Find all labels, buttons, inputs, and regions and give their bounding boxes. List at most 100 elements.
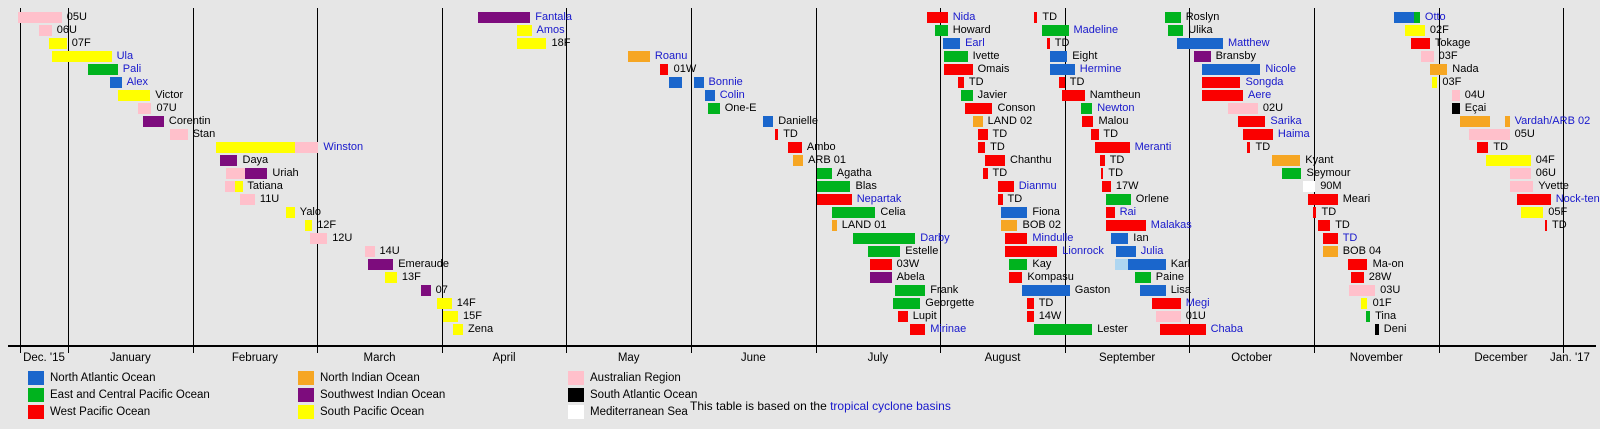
storm-label: Agatha [836,167,872,179]
storm-segment [1413,12,1420,23]
storm-label: TD [1108,167,1124,179]
storm-segment [1081,103,1093,114]
storm-segment [1168,25,1184,36]
storm-segment [1477,142,1489,153]
storm-segment [443,311,458,322]
storm-segment [220,155,238,166]
storm-label[interactable]: Nepartak [856,193,902,205]
storm-label: Seymour [1306,167,1351,179]
month-label: February [231,352,278,364]
storm-segment [304,220,313,231]
storm-label[interactable]: Julia [1140,245,1164,257]
tropical-cyclone-basins-link[interactable]: tropical cyclone basins [830,399,951,413]
storm-label[interactable]: Aere [1248,89,1272,101]
storm-label[interactable]: Alex [126,76,148,88]
storm-segment [235,181,243,192]
legend-label: West Pacific Ocean [50,406,151,418]
storm-label[interactable]: Dianmu [1018,180,1057,192]
storm-label[interactable]: Madeline [1073,24,1119,36]
storm-label[interactable]: Otto [1424,11,1446,23]
legend-swatch-epac [28,388,44,402]
storm-segment [853,233,916,244]
month-gridline [441,8,443,346]
storm-segment [1238,116,1266,127]
storm-label[interactable]: Malakas [1150,219,1192,231]
storm-label: 06U [56,24,77,36]
storm-label[interactable]: Mindulle [1032,232,1074,244]
storm-label: Emeraude [398,258,449,270]
storm-segment [985,155,1005,166]
storm-segment [39,25,52,36]
storm-label[interactable]: Pali [122,63,142,75]
storm-segment [943,51,968,62]
storm-segment [1047,38,1050,49]
storm-label[interactable]: Mirinae [930,323,967,335]
storm-segment [897,311,908,322]
storm-label: Corentin [168,115,211,127]
storm-segment [1520,207,1544,218]
storm-label[interactable]: Rai [1119,206,1137,218]
storm-label[interactable]: Lionrock [1062,245,1104,257]
storm-segment [1159,324,1206,335]
storm-label: 13F [401,271,421,283]
storm-label[interactable]: Meranti [1134,141,1172,153]
storm-segment [831,207,876,218]
storm-segment [1164,12,1181,23]
storm-label[interactable]: Vardah/ARB 02 [1514,115,1591,127]
storm-segment [1366,311,1370,322]
storm-label[interactable]: Earl [965,37,985,49]
storm-label: 05U [66,11,87,23]
legend-swatch-swio [298,388,314,402]
storm-label[interactable]: Nicole [1265,63,1296,75]
storm-label: TD [1038,297,1054,309]
storm-label[interactable]: Nida [952,11,976,23]
storm-segment [1114,259,1129,270]
storm-label[interactable]: Haima [1277,128,1310,140]
storm-label: 18F [551,37,571,49]
storm-label[interactable]: Winston [323,141,364,153]
legend-label: South Pacific Ocean [320,406,425,418]
storm-segment [935,25,948,36]
storm-label[interactable]: Colin [719,89,745,101]
storm-label[interactable]: Hermine [1079,63,1122,75]
storm-label: TD [992,128,1008,140]
legend-label: East and Central Pacific Ocean [50,389,210,401]
storm-label: Eçai [1464,102,1487,114]
month-label: March [363,352,396,364]
storm-segment [1105,220,1146,231]
legend-label: South Atlantic Ocean [590,389,698,401]
storm-segment [226,168,245,179]
storm-segment [110,77,122,88]
storm-label[interactable]: Megi [1185,297,1210,309]
storm-label[interactable]: Bonnie [708,76,743,88]
month-gridline [1563,8,1565,346]
storm-label: Frank [930,284,959,296]
storm-label: TD [1069,76,1085,88]
storm-label[interactable]: Chaba [1210,323,1244,335]
storm-label[interactable]: Sarika [1270,115,1302,127]
storm-label[interactable]: Ula [116,50,134,62]
storm-label[interactable]: Matthew [1228,37,1270,49]
storm-segment [1022,285,1070,296]
storm-label[interactable]: TD [1342,232,1358,244]
axis-tick [815,347,817,353]
storm-label: Chanthu [1010,154,1052,166]
storm-label[interactable]: Newton [1097,102,1135,114]
storm-segment [1082,116,1094,127]
storm-segment [1110,233,1129,244]
storm-label: Victor [155,89,184,101]
storm-label: Zena [468,323,494,335]
storm-label[interactable]: Amos [536,24,565,36]
storm-label[interactable]: Nock-ten [1555,193,1600,205]
caption: This table is based on the tropical cycl… [690,399,951,413]
storm-label[interactable]: Fantala [535,11,572,23]
storm-segment [1033,324,1093,335]
storm-label[interactable]: Songda [1245,76,1284,88]
storm-segment [977,142,986,153]
storm-segment [1485,155,1531,166]
storm-label[interactable]: Darby [920,232,950,244]
storm-label: 12F [317,219,337,231]
storm-label: Meari [1342,193,1371,205]
storm-segment [1139,285,1166,296]
storm-label[interactable]: Roanu [654,50,688,62]
